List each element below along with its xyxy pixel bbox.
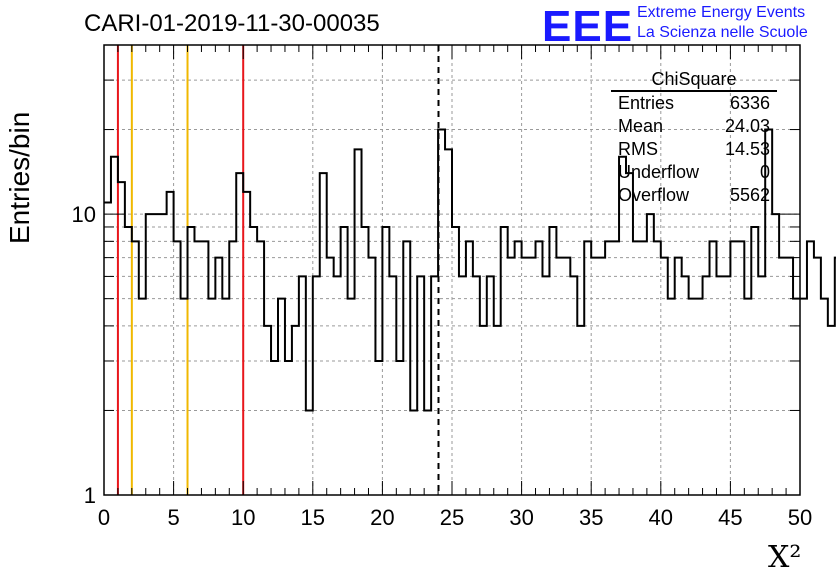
marker-lines	[116, 45, 440, 495]
histogram	[104, 128, 836, 412]
stats-row: Entries 6336	[611, 92, 777, 115]
x-tick-label: 45	[718, 505, 742, 530]
x-tick-label: 15	[301, 505, 325, 530]
stats-row: RMS 14.53	[611, 138, 777, 161]
stats-label: Mean	[618, 116, 664, 136]
stats-title: ChiSquare	[611, 68, 777, 92]
x-axis-label: X²	[768, 540, 802, 575]
y-tick-label: 10	[72, 202, 96, 227]
x-tick-label: 20	[370, 505, 394, 530]
stats-box: ChiSquare Entries 6336 Mean 24.03 RMS 14.53…	[611, 68, 777, 207]
x-tick-label: 35	[579, 505, 603, 530]
stats-label: RMS	[618, 139, 658, 159]
stats-value: 6336	[729, 93, 770, 113]
chart-title: CARI-01-2019-11-30-00035	[84, 10, 380, 37]
stats-row: Mean 24.03	[611, 115, 777, 138]
stats-value: 24.03	[724, 116, 770, 136]
histogram-line	[104, 128, 836, 412]
logo-line-1: Extreme Energy Events	[637, 4, 806, 21]
stats-value: 5562	[729, 185, 770, 205]
tick-labels: 0 5 10 15 20 25 30 35 40 45 50 1 10	[72, 202, 813, 530]
stats-label: Overflow	[618, 185, 690, 205]
stats-row: Overflow 5562	[611, 184, 777, 207]
stats-row: Underflow 0	[611, 161, 777, 184]
y-axis-label: Entries/bin	[4, 111, 35, 244]
stats-label: Underflow	[618, 162, 700, 182]
y-tick-label: 1	[84, 483, 96, 508]
x-tick-label: 50	[788, 505, 812, 530]
x-tick-label: 30	[509, 505, 533, 530]
stats-value: 14.53	[724, 139, 770, 159]
x-tick-label: 40	[649, 505, 673, 530]
eee-logo: EEE	[542, 2, 634, 51]
stats-value: 0	[759, 162, 770, 182]
x-tick-label: 5	[167, 505, 179, 530]
x-tick-label: 25	[440, 505, 464, 530]
logo-line-2: La Scienza nelle Scuole	[637, 24, 808, 41]
stats-label: Entries	[618, 93, 675, 113]
x-tick-label: 0	[98, 505, 110, 530]
x-tick-label: 10	[231, 505, 255, 530]
axis-ticks	[103, 44, 801, 496]
